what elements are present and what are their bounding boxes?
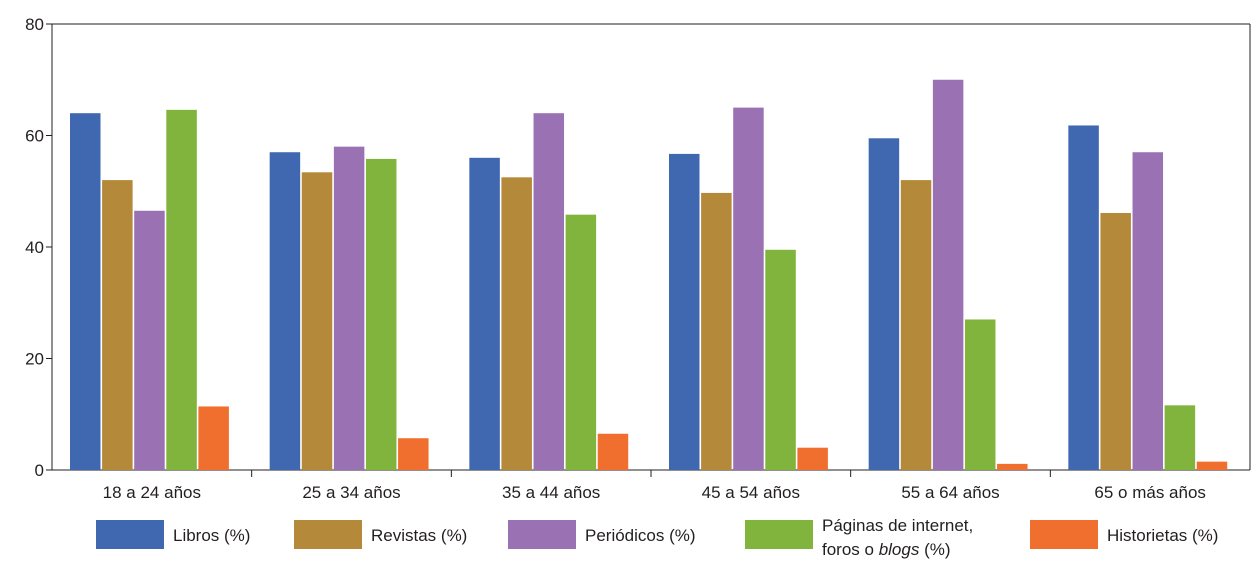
legend-swatch-libros <box>96 520 164 549</box>
y-tick-label: 0 <box>35 461 44 480</box>
bar <box>997 463 1028 470</box>
x-axis-ticks: 18 a 24 años 25 a 34 años 35 a 44 años 45 a… <box>103 470 1206 502</box>
y-tick-label: 40 <box>25 238 44 257</box>
bar <box>669 153 700 470</box>
y-axis-ticks: 0 20 40 60 80 <box>25 15 52 480</box>
bar <box>102 180 133 470</box>
bar <box>1068 125 1099 470</box>
bar <box>166 109 197 470</box>
x-tick-label: 65 o más años <box>1094 483 1206 502</box>
x-tick-label: 25 a 34 años <box>302 483 400 502</box>
bar <box>701 192 732 471</box>
bar <box>365 158 397 471</box>
legend-label-revistas: Revistas (%) <box>371 526 467 545</box>
bar <box>565 214 597 470</box>
bars <box>70 79 1228 471</box>
y-tick-label: 20 <box>25 350 44 369</box>
legend-label-internet: Páginas de internet, foros o blogs (%) <box>822 516 978 559</box>
legend-label-internet-line2: foros o blogs (%) <box>822 540 951 559</box>
legend-swatch-revistas <box>294 520 362 549</box>
legend-label-periodicos: Periódicos (%) <box>585 526 696 545</box>
bar <box>533 113 565 470</box>
bar <box>398 438 429 470</box>
legend-label-historietas: Historietas (%) <box>1107 526 1218 545</box>
legend-swatch-periodicos <box>508 520 576 549</box>
bar <box>134 210 165 470</box>
bar <box>1196 461 1228 470</box>
bar <box>1100 212 1131 470</box>
bar <box>198 406 229 470</box>
bar <box>70 113 101 470</box>
bar <box>301 172 333 471</box>
x-tick-label: 55 a 64 años <box>901 483 999 502</box>
legend-swatch-internet <box>745 520 813 549</box>
bar <box>900 180 932 470</box>
bar <box>1164 405 1196 470</box>
bar <box>269 152 301 470</box>
bar <box>597 433 629 470</box>
bar <box>797 447 828 470</box>
bar <box>733 107 764 470</box>
bar <box>932 79 964 470</box>
x-tick-label: 45 a 54 años <box>702 483 800 502</box>
legend-label-libros: Libros (%) <box>173 526 250 545</box>
y-tick-label: 60 <box>25 127 44 146</box>
bar <box>868 138 900 470</box>
bar <box>1132 152 1164 470</box>
bar <box>964 319 996 470</box>
x-tick-label: 18 a 24 años <box>103 483 201 502</box>
x-tick-label: 35 a 44 años <box>502 483 600 502</box>
bar <box>333 146 365 470</box>
legend-label-internet-line1: Páginas de internet, <box>822 516 973 535</box>
legend: Libros (%) Revistas (%) Periódicos (%) P… <box>96 516 1218 559</box>
bar <box>765 249 796 470</box>
bar <box>469 157 500 471</box>
bar <box>501 177 532 470</box>
y-tick-label: 80 <box>25 15 44 34</box>
legend-swatch-historietas <box>1030 520 1098 549</box>
